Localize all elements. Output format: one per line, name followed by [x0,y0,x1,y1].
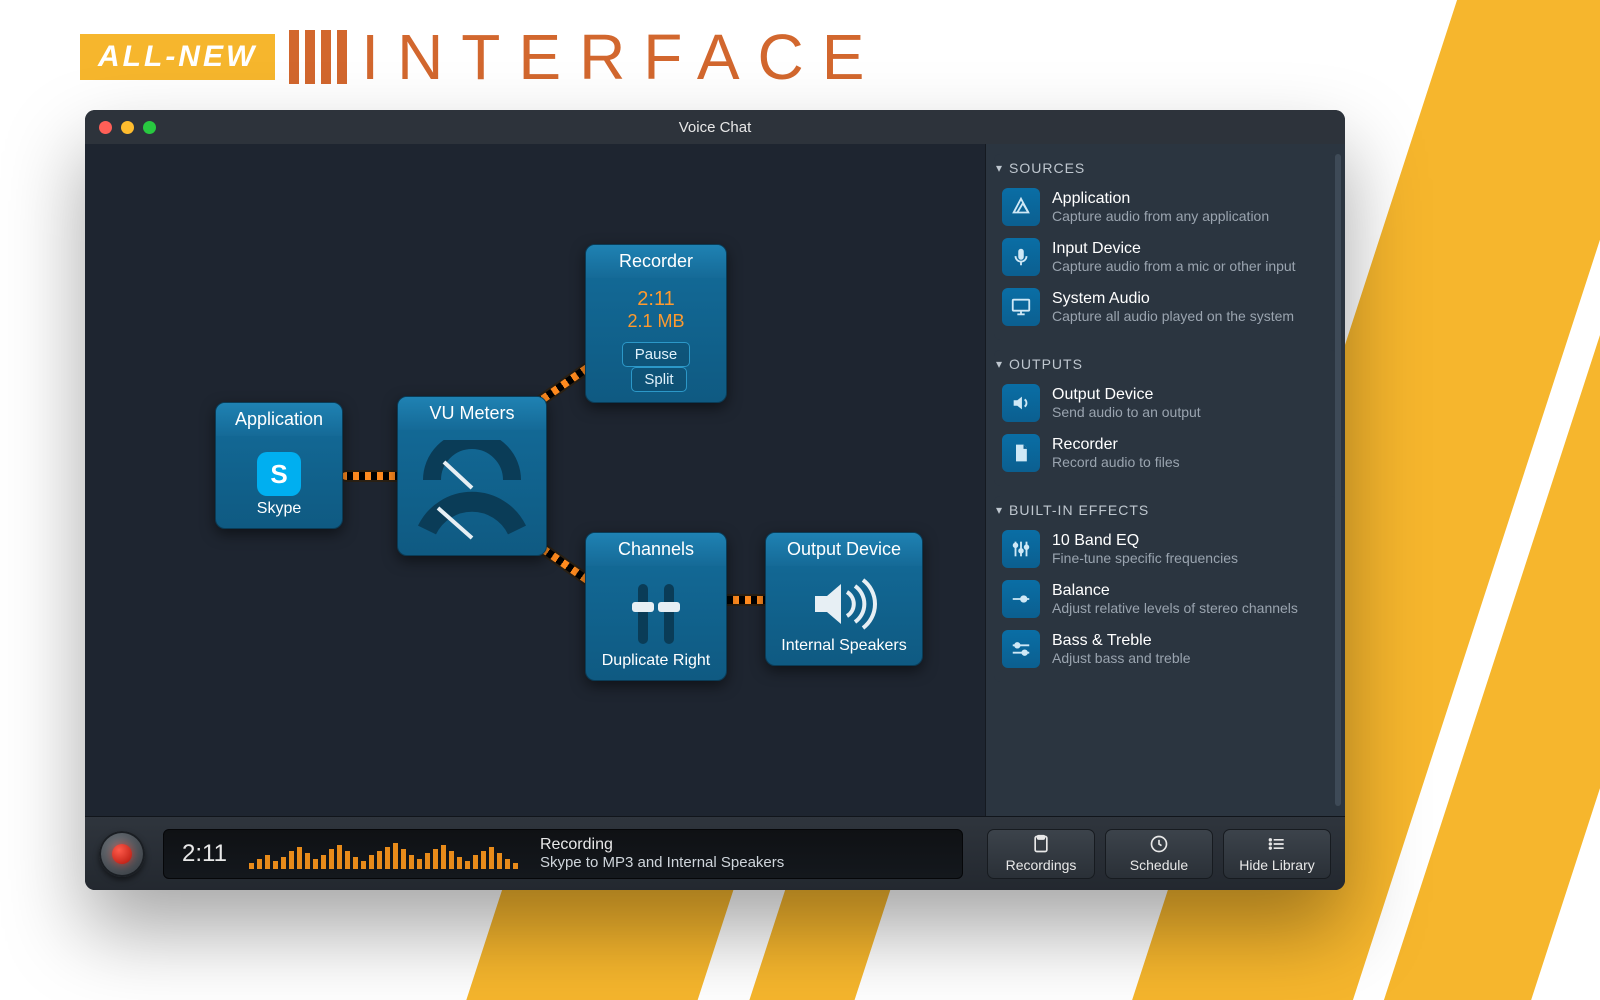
item-desc: Capture audio from any application [1052,208,1269,224]
close-button[interactable] [99,121,112,134]
elapsed-time: 2:11 [182,840,227,868]
chevron-down-icon: ▾ [996,357,1003,371]
connector [341,470,403,482]
node-channels[interactable]: Channels Duplicate Right [585,532,727,681]
mic-icon [1002,238,1040,276]
item-desc: Capture all audio played on the system [1052,308,1294,324]
section-effects: ▾ BUILT-IN EFFECTS 10 Band EQ Fine-tune … [994,496,1337,682]
item-desc: Adjust bass and treble [1052,650,1191,666]
bass-treble-icon [1002,630,1040,668]
chevron-down-icon: ▾ [996,161,1003,175]
eq-icon [1002,530,1040,568]
node-output-device[interactable]: Output Device Internal Speakers [765,532,923,666]
monitor-icon [1002,288,1040,326]
item-title: Output Device [1052,386,1201,404]
item-desc: Record audio to files [1052,454,1180,470]
promo-bars [289,30,347,84]
section-header[interactable]: ▾ SOURCES [994,154,1337,182]
promo-badge: ALL-NEW [80,34,275,80]
button-label: Recordings [1006,857,1077,873]
node-title: VU Meters [398,397,546,430]
balance-icon [1002,580,1040,618]
channel-sliders-icon [594,576,718,652]
list-icon [1267,834,1287,854]
effect-bass-treble[interactable]: Bass & Treble Adjust bass and treble [994,624,1337,674]
graph-canvas[interactable]: Application S Skype VU Meters [85,144,985,816]
section-header[interactable]: ▾ OUTPUTS [994,350,1337,378]
item-desc: Capture audio from a mic or other input [1052,258,1296,274]
node-vu-meters[interactable]: VU Meters [397,396,547,556]
vu-meter-icon [412,440,532,540]
item-title: System Audio [1052,290,1294,308]
status-line2: Skype to MP3 and Internal Speakers [540,854,784,871]
node-label: Internal Speakers [774,637,914,655]
section-header[interactable]: ▾ BUILT-IN EFFECTS [994,496,1337,524]
effect-balance[interactable]: Balance Adjust relative levels of stereo… [994,574,1337,624]
node-title: Application [216,403,342,436]
status-display: 2:11 Recording Skype to MP3 and Internal… [163,829,963,879]
button-label: Hide Library [1239,857,1314,873]
node-title: Output Device [766,533,922,566]
section-outputs: ▾ OUTPUTS Output Device Send audio to an… [994,350,1337,486]
item-desc: Fine-tune specific frequencies [1052,550,1238,566]
promo-word: INTERFACE [361,20,882,94]
recorder-time: 2:11 [594,288,718,311]
split-button[interactable]: Split [631,367,686,392]
maximize-button[interactable] [143,121,156,134]
section-title: BUILT-IN EFFECTS [1009,502,1149,518]
source-input-device[interactable]: Input Device Capture audio from a mic or… [994,232,1337,282]
node-title: Recorder [586,245,726,278]
item-desc: Send audio to an output [1052,404,1201,420]
level-meter [249,839,518,869]
item-title: Bass & Treble [1052,632,1191,650]
recorder-size: 2.1 MB [594,311,718,332]
node-label: Skype [224,500,334,518]
node-label: Duplicate Right [594,652,718,670]
recordings-icon [1031,834,1051,854]
node-title: Channels [586,533,726,566]
minimize-button[interactable] [121,121,134,134]
speaker-icon [809,576,879,632]
skype-icon: S [257,452,301,496]
item-title: Recorder [1052,436,1180,454]
record-button[interactable] [99,831,145,877]
chevron-down-icon: ▾ [996,503,1003,517]
source-application[interactable]: Application Capture audio from any appli… [994,182,1337,232]
item-title: Application [1052,190,1269,208]
window-title: Voice Chat [85,119,1345,136]
node-application[interactable]: Application S Skype [215,402,343,529]
schedule-button[interactable]: Schedule [1105,829,1213,879]
section-title: SOURCES [1009,160,1085,176]
library-sidebar[interactable]: ▾ SOURCES Application Capture audio from… [985,144,1345,816]
section-title: OUTPUTS [1009,356,1083,372]
item-title: 10 Band EQ [1052,532,1238,550]
status-line1: Recording [540,836,784,854]
item-title: Input Device [1052,240,1296,258]
speaker-icon [1002,384,1040,422]
recordings-button[interactable]: Recordings [987,829,1095,879]
item-title: Balance [1052,582,1298,600]
app-window: Voice Chat Application S Skype [85,110,1345,890]
clock-icon [1149,834,1169,854]
output-output-device[interactable]: Output Device Send audio to an output [994,378,1337,428]
titlebar[interactable]: Voice Chat [85,110,1345,144]
pause-button[interactable]: Pause [622,342,691,367]
source-system-audio[interactable]: System Audio Capture all audio played on… [994,282,1337,332]
node-recorder[interactable]: Recorder 2:11 2.1 MB Pause Split [585,244,727,403]
item-desc: Adjust relative levels of stereo channel… [1052,600,1298,616]
scrollbar[interactable] [1335,154,1341,806]
button-label: Schedule [1130,857,1188,873]
app-icon [1002,188,1040,226]
bottom-bar: 2:11 Recording Skype to MP3 and Internal… [85,816,1345,890]
section-sources: ▾ SOURCES Application Capture audio from… [994,154,1337,340]
hide-library-button[interactable]: Hide Library [1223,829,1331,879]
effect-10-band-eq[interactable]: 10 Band EQ Fine-tune specific frequencie… [994,524,1337,574]
file-icon [1002,434,1040,472]
output-recorder[interactable]: Recorder Record audio to files [994,428,1337,478]
